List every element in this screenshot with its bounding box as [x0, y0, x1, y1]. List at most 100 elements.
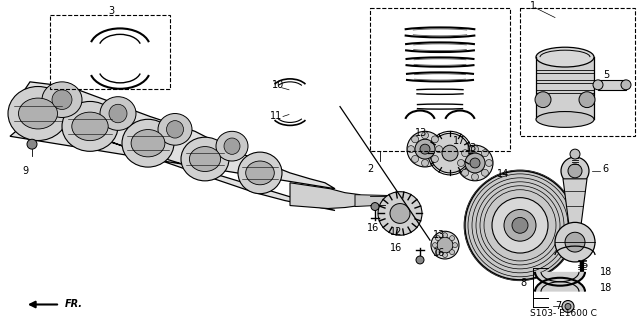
Text: 14: 14	[497, 169, 509, 179]
Ellipse shape	[216, 131, 248, 161]
Circle shape	[565, 303, 571, 309]
Circle shape	[570, 149, 580, 159]
Circle shape	[472, 174, 479, 180]
Circle shape	[472, 146, 479, 152]
Text: 13: 13	[415, 128, 428, 138]
Polygon shape	[535, 272, 585, 286]
Polygon shape	[535, 278, 585, 292]
Polygon shape	[563, 179, 587, 225]
Circle shape	[442, 233, 447, 238]
Text: 6: 6	[602, 164, 608, 174]
Circle shape	[535, 92, 551, 108]
Circle shape	[492, 198, 548, 253]
Ellipse shape	[8, 86, 68, 141]
Circle shape	[461, 150, 468, 157]
Ellipse shape	[42, 82, 82, 117]
Circle shape	[562, 300, 574, 312]
Text: 18: 18	[600, 267, 612, 277]
Circle shape	[579, 92, 595, 108]
Text: 13: 13	[465, 143, 477, 153]
Ellipse shape	[593, 80, 603, 90]
Circle shape	[452, 243, 458, 248]
Ellipse shape	[19, 98, 58, 129]
Text: 16: 16	[367, 223, 380, 233]
Circle shape	[458, 160, 465, 167]
Circle shape	[568, 164, 582, 178]
Circle shape	[437, 237, 453, 253]
Circle shape	[416, 256, 424, 264]
Text: 3: 3	[108, 6, 114, 16]
Circle shape	[27, 139, 37, 149]
Ellipse shape	[100, 97, 136, 130]
Ellipse shape	[621, 80, 631, 90]
Text: S103- E1600 C: S103- E1600 C	[530, 309, 597, 318]
Circle shape	[422, 132, 429, 139]
Polygon shape	[598, 80, 626, 90]
Circle shape	[378, 192, 422, 235]
Circle shape	[420, 144, 430, 154]
Circle shape	[449, 250, 454, 255]
Circle shape	[431, 155, 438, 162]
Circle shape	[465, 153, 485, 173]
Text: 8: 8	[520, 278, 526, 288]
Ellipse shape	[536, 47, 594, 67]
Circle shape	[435, 250, 440, 255]
Circle shape	[555, 222, 595, 262]
Text: 9: 9	[22, 166, 28, 176]
Text: 18: 18	[600, 283, 612, 293]
Circle shape	[422, 160, 429, 167]
Ellipse shape	[224, 138, 240, 154]
Ellipse shape	[536, 112, 594, 127]
Ellipse shape	[158, 114, 192, 145]
Ellipse shape	[131, 130, 165, 157]
Polygon shape	[10, 82, 335, 211]
Text: 17: 17	[453, 136, 465, 146]
Circle shape	[504, 210, 536, 241]
Circle shape	[574, 243, 590, 259]
Circle shape	[431, 136, 438, 143]
Circle shape	[408, 146, 415, 152]
Text: 1: 1	[530, 1, 536, 11]
Circle shape	[486, 160, 493, 167]
Circle shape	[415, 139, 435, 159]
Text: 2: 2	[367, 164, 373, 174]
Polygon shape	[536, 57, 594, 119]
Ellipse shape	[181, 137, 229, 181]
Ellipse shape	[189, 146, 221, 172]
Text: 16: 16	[390, 243, 403, 253]
Ellipse shape	[246, 161, 275, 185]
Circle shape	[435, 236, 440, 241]
Circle shape	[412, 155, 419, 162]
Ellipse shape	[72, 112, 108, 141]
Circle shape	[578, 247, 586, 255]
Polygon shape	[290, 183, 360, 209]
Text: 12: 12	[390, 227, 403, 237]
Ellipse shape	[62, 101, 118, 151]
Circle shape	[465, 171, 575, 280]
Circle shape	[371, 203, 379, 211]
Circle shape	[407, 131, 443, 167]
Polygon shape	[355, 195, 395, 206]
Circle shape	[449, 236, 454, 241]
Text: 13: 13	[433, 230, 445, 240]
Text: 7: 7	[555, 301, 561, 311]
Circle shape	[412, 136, 419, 143]
Circle shape	[442, 253, 447, 257]
Circle shape	[461, 169, 468, 176]
Text: 11: 11	[270, 111, 282, 122]
Ellipse shape	[238, 152, 282, 194]
Text: 15: 15	[577, 260, 589, 270]
Ellipse shape	[122, 119, 174, 167]
Circle shape	[435, 146, 442, 152]
Ellipse shape	[109, 104, 127, 123]
Circle shape	[457, 145, 493, 181]
Text: FR.: FR.	[65, 300, 83, 309]
Circle shape	[430, 133, 470, 173]
Circle shape	[433, 243, 438, 248]
Circle shape	[561, 157, 589, 185]
Ellipse shape	[52, 90, 72, 109]
Circle shape	[512, 218, 528, 233]
Circle shape	[565, 232, 585, 252]
Circle shape	[390, 204, 410, 223]
Text: 5: 5	[603, 70, 609, 80]
